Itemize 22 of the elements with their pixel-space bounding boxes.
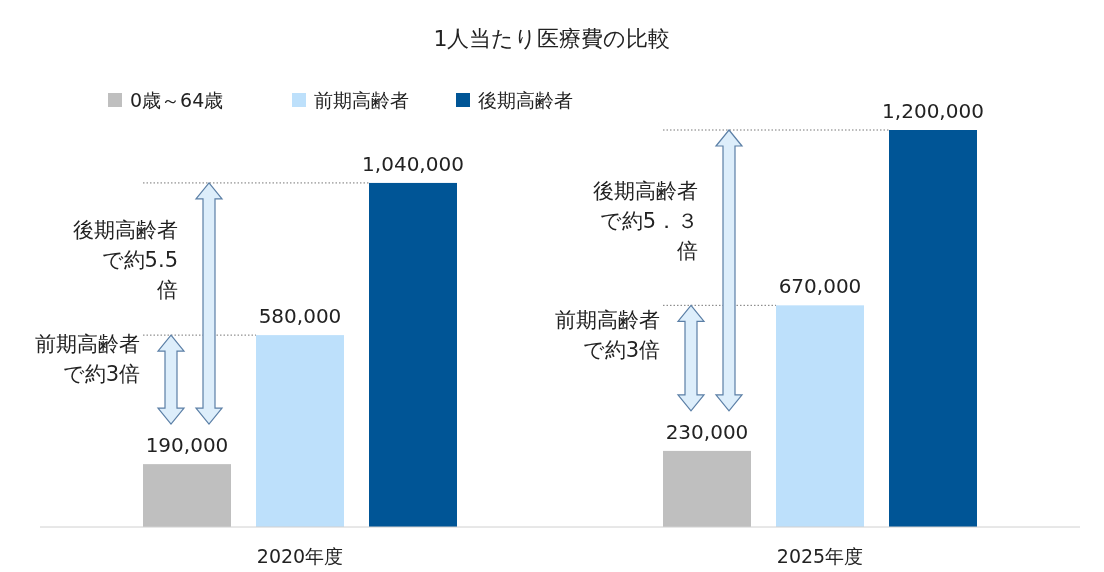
bar xyxy=(256,335,344,527)
data-label: 580,000 xyxy=(258,304,342,329)
data-label: 190,000 xyxy=(145,433,229,458)
chart-title: 1人当たり医療費の比較 xyxy=(433,26,671,51)
data-label: 670,000 xyxy=(778,274,862,299)
bar xyxy=(143,464,231,527)
annotation: 後期高齢者で約5．３倍 xyxy=(593,179,698,264)
data-label: 1,040,000 xyxy=(362,151,464,176)
legend-label: 0歳～64歳 xyxy=(130,89,224,111)
x-tick-label: 2025年度 xyxy=(776,545,864,567)
data-label: 1,200,000 xyxy=(882,99,984,123)
annotation: 後期高齢者で約5.5倍 xyxy=(73,218,178,303)
legend-label: 前期高齢者 xyxy=(314,89,409,111)
annotation: 前期高齢者で約3倍 xyxy=(35,332,140,387)
x-tick-label: 2020年度 xyxy=(256,545,344,567)
bar xyxy=(663,450,751,527)
data-label: 230,000 xyxy=(665,419,749,444)
legend-label: 後期高齢者 xyxy=(478,89,573,111)
bar xyxy=(369,182,457,527)
bar xyxy=(776,305,864,527)
bar xyxy=(889,130,977,527)
annotation: 前期高齢者で約3倍 xyxy=(555,308,660,363)
